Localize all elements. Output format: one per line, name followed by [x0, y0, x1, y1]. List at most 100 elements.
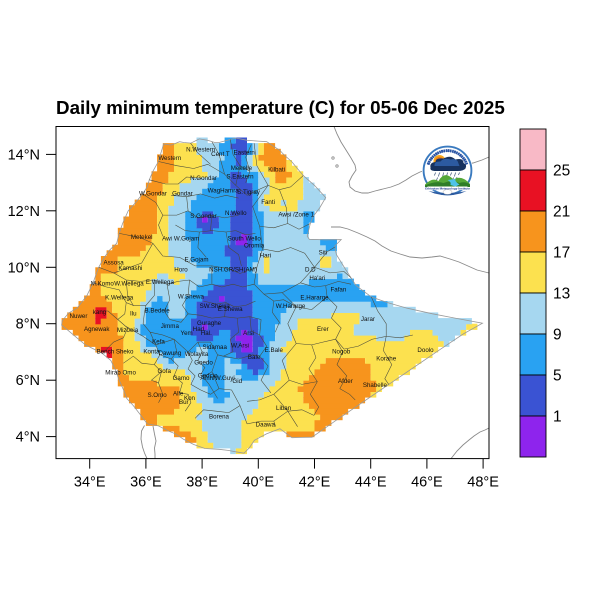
svg-text:5: 5: [553, 368, 562, 385]
svg-text:6°N: 6°N: [16, 373, 40, 389]
svg-text:38°E: 38°E: [186, 475, 218, 491]
svg-text:Kilbati: Kilbati: [268, 166, 285, 173]
svg-text:Erer: Erer: [317, 326, 329, 333]
svg-text:Ethiopian Meteorology Institut: Ethiopian Meteorology Institute: [425, 186, 470, 190]
svg-text:W.Arsi: W.Arsi: [231, 343, 249, 350]
svg-text:Afder: Afder: [338, 378, 353, 385]
svg-text:Goedo: Goedo: [194, 360, 213, 367]
svg-text:Liban: Liban: [276, 405, 292, 412]
svg-text:Kamashi: Kamashi: [118, 265, 142, 272]
svg-text:Arsi: Arsi: [243, 330, 254, 337]
svg-text:10°N: 10°N: [8, 260, 40, 276]
svg-text:21: 21: [553, 204, 570, 221]
svg-text:Ha'ari: Ha'ari: [309, 275, 325, 282]
svg-text:Konta: Konta: [143, 348, 160, 355]
svg-text:W.Shewa: W.Shewa: [178, 293, 205, 300]
svg-text:D.D: D.D: [305, 267, 316, 274]
svg-text:Gid: Gid: [232, 378, 242, 385]
svg-text:Ilu: Ilu: [130, 310, 137, 317]
svg-text:36°E: 36°E: [130, 475, 162, 491]
svg-text:Cent.T: Cent.T: [211, 151, 230, 158]
svg-text:Kon: Kon: [184, 395, 196, 402]
svg-text:Jimma: Jimma: [161, 323, 180, 330]
svg-text:8°N: 8°N: [16, 317, 40, 333]
svg-text:E.Wellega: E.Wellega: [146, 279, 175, 286]
svg-text:Western: Western: [158, 155, 181, 162]
svg-text:Eastern: Eastern: [234, 149, 256, 156]
svg-text:Awsi /Zone 1: Awsi /Zone 1: [278, 212, 314, 219]
svg-text:Nuwer: Nuwer: [70, 313, 88, 320]
svg-text:N.Wello: N.Wello: [225, 210, 247, 217]
svg-text:Awi: Awi: [162, 236, 172, 243]
svg-text:17: 17: [553, 245, 570, 262]
svg-text:Gofa: Gofa: [157, 368, 171, 375]
svg-text:Guraghe: Guraghe: [197, 320, 222, 327]
svg-text:Horo: Horo: [174, 267, 188, 274]
svg-text:South Wello: South Wello: [228, 236, 262, 243]
svg-text:13: 13: [553, 286, 570, 303]
svg-text:42°E: 42°E: [299, 475, 331, 491]
svg-text:Bale: Bale: [248, 354, 261, 361]
svg-text:N.Gondar: N.Gondar: [190, 175, 217, 182]
svg-text:Mizoeia: Mizoeia: [117, 327, 139, 334]
svg-text:Siti: Siti: [319, 250, 328, 257]
svg-text:B.Bedele: B.Bedele: [145, 307, 171, 314]
svg-text:Had.: Had.: [193, 326, 206, 333]
svg-text:44°E: 44°E: [355, 475, 387, 491]
svg-text:Agnewak: Agnewak: [84, 326, 110, 333]
svg-text:E.Bale: E.Bale: [265, 347, 284, 354]
svg-text:40°E: 40°E: [242, 475, 274, 491]
svg-text:Mirab Omo: Mirab Omo: [105, 370, 136, 377]
svg-text:E.Gojam: E.Gojam: [184, 257, 208, 264]
svg-text:M.Komo: M.Komo: [91, 281, 115, 288]
svg-text:12°N: 12°N: [8, 204, 40, 220]
svg-text:25: 25: [553, 163, 570, 180]
svg-text:Dawung: Dawung: [158, 350, 181, 357]
svg-text:Bench Sheko: Bench Sheko: [97, 348, 134, 355]
svg-text:Fafan: Fafan: [330, 286, 346, 293]
svg-text:Gedcio: Gedcio: [198, 372, 218, 379]
svg-text:34°E: 34°E: [74, 475, 106, 491]
svg-text:S.Gondar: S.Gondar: [190, 213, 216, 220]
svg-text:Borena: Borena: [209, 413, 230, 420]
svg-text:W.Gondar: W.Gondar: [139, 190, 167, 197]
svg-text:Gamo: Gamo: [173, 375, 190, 382]
svg-text:14°N: 14°N: [8, 147, 40, 163]
svg-text:1: 1: [553, 409, 562, 426]
svg-text:Mekelle: Mekelle: [231, 165, 253, 172]
svg-text:Nogob: Nogob: [332, 348, 351, 355]
svg-text:4°N: 4°N: [16, 430, 40, 446]
svg-text:Amh/W.Guyi: Amh/W.Guyi: [200, 375, 234, 382]
svg-text:S.Eastern: S.Eastern: [226, 173, 254, 180]
svg-text:SW.Shewa: SW.Shewa: [200, 303, 231, 310]
svg-text:Yem: Yem: [181, 330, 193, 337]
svg-text:Wolayita: Wolayita: [185, 351, 209, 358]
svg-text:Korahe: Korahe: [376, 355, 397, 362]
svg-text:Fanti: Fanti: [261, 199, 275, 206]
svg-text:48°E: 48°E: [467, 475, 499, 491]
svg-text:NSH.GR/SH(AM): NSH.GR/SH(AM): [209, 267, 257, 274]
svg-text:Kefa: Kefa: [152, 339, 165, 346]
svg-text:WagHamra: WagHamra: [208, 188, 240, 195]
svg-text:Alle: Alle: [173, 391, 184, 398]
svg-text:W.Wellega: W.Wellega: [114, 281, 144, 288]
svg-text:9: 9: [553, 327, 562, 344]
svg-text:Oromia: Oromia: [244, 243, 265, 250]
svg-text:kang: kang: [93, 309, 107, 316]
svg-text:W.Hararge: W.Hararge: [276, 303, 306, 310]
svg-text:Gondar: Gondar: [172, 190, 193, 197]
svg-text:E.Shewa: E.Shewa: [218, 306, 243, 313]
svg-text:W.Gojam: W.Gojam: [174, 236, 199, 243]
svg-text:Doolo: Doolo: [417, 347, 434, 354]
svg-text:Shabelle: Shabelle: [363, 382, 388, 389]
svg-text:Daawa: Daawa: [256, 422, 276, 429]
svg-text:Sidamaa: Sidamaa: [202, 344, 227, 351]
svg-text:S.Omo: S.Omo: [147, 392, 167, 399]
svg-text:Hari: Hari: [260, 252, 271, 259]
svg-text:Bur: Bur: [179, 399, 189, 406]
svg-text:Daily minimum temperature (C): Daily minimum temperature (C) for 05-06 …: [56, 97, 505, 118]
svg-text:Assosa: Assosa: [103, 260, 124, 267]
svg-text:Jarar: Jarar: [361, 316, 375, 323]
svg-text:46°E: 46°E: [411, 475, 443, 491]
svg-text:S.Tigray: S.Tigray: [237, 189, 261, 196]
